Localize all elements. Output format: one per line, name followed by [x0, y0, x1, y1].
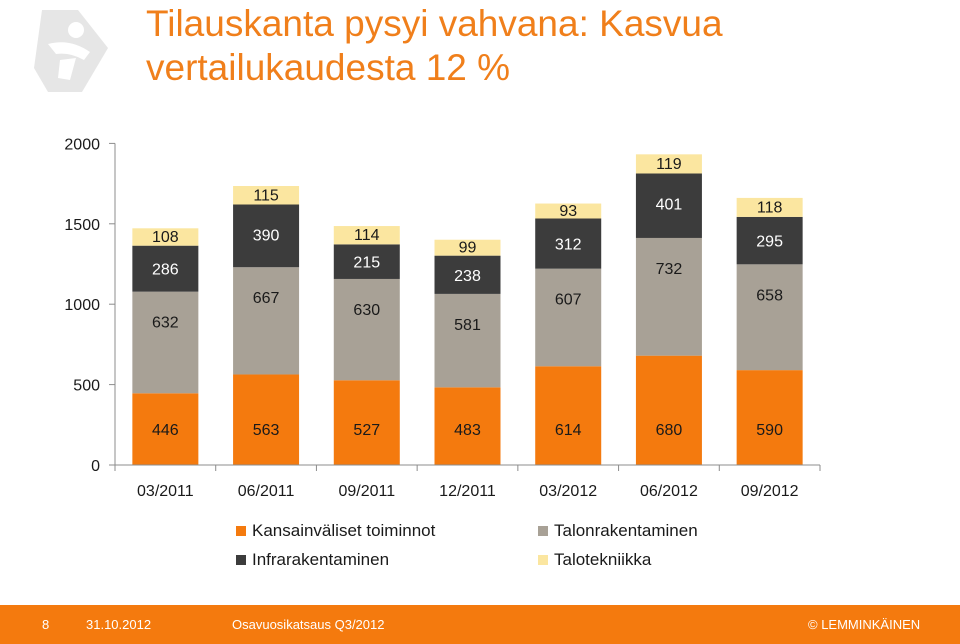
data-label: 119 [656, 156, 682, 173]
y-tick-label: 0 [91, 458, 100, 475]
data-label: 215 [353, 255, 380, 272]
bars [132, 154, 803, 465]
data-label: 238 [454, 268, 481, 285]
stacked-bar-chart: 0 500 1000 1500 2000 446 632 286 108 563 667 390 11… [64, 136, 821, 500]
legend-swatch [538, 526, 548, 536]
legend-item: Infrarakentaminen [236, 550, 389, 570]
data-label: 286 [152, 262, 179, 279]
bar-segment [535, 218, 602, 269]
footer-bar: 8 31.10.2012 Osavuosikatsaus Q3/2012 © L… [0, 605, 960, 644]
bar-segment [333, 244, 400, 279]
bar-segment [635, 173, 702, 238]
bar-segment [535, 203, 602, 219]
bar-segment [736, 216, 803, 265]
bar-segment [233, 204, 300, 268]
bar-segment [736, 264, 803, 371]
bar-segment [333, 278, 400, 381]
bar-segment [535, 366, 602, 465]
data-label: 527 [353, 422, 380, 439]
legend-label: Talonrakentaminen [554, 521, 698, 540]
bar-segment [736, 197, 803, 217]
y-tick-label: 2000 [64, 136, 100, 153]
y-tick-label: 1000 [64, 297, 100, 314]
bar-segment [434, 387, 501, 465]
bar-segment [132, 393, 199, 465]
bar-segment [333, 380, 400, 465]
data-label: 483 [454, 422, 481, 439]
legend-label: Talotekniikka [554, 550, 652, 569]
data-label: 312 [555, 237, 582, 254]
data-label: 115 [253, 187, 279, 204]
legend-swatch [538, 555, 548, 565]
data-label: 667 [253, 290, 280, 307]
x-tick-label: 03/2012 [539, 483, 597, 500]
y-tick-label: 1500 [64, 217, 100, 234]
legend-item: Talonrakentaminen [538, 521, 698, 541]
bar-segment [132, 245, 199, 292]
legend-swatch [236, 526, 246, 536]
x-tick-label: 12/2011 [439, 483, 496, 500]
x-axis: 03/2011 06/2011 09/2011 12/2011 03/2012 06/20… [114, 464, 821, 500]
data-label: 658 [756, 287, 783, 304]
bar-segment [434, 293, 501, 388]
bar-segment [132, 291, 199, 394]
bar-segment [434, 255, 501, 294]
data-label: 607 [555, 292, 582, 309]
bar-segment [736, 370, 803, 465]
legend-label: Kansainväliset toiminnot [252, 521, 436, 540]
bar-segment [535, 268, 602, 367]
x-tick-label: 06/2012 [640, 483, 698, 500]
data-label: 590 [756, 422, 783, 439]
data-label: 732 [656, 261, 683, 278]
footer-date: 31.10.2012 [86, 617, 152, 632]
data-label: 295 [756, 234, 783, 251]
data-label: 114 [354, 227, 380, 244]
bar-segment [333, 226, 400, 245]
page-number: 8 [42, 617, 50, 632]
data-label: 93 [559, 203, 577, 220]
bar-segment [635, 154, 702, 174]
x-tick-label: 06/2011 [238, 483, 295, 500]
legend-swatch [236, 555, 246, 565]
company-logo-icon [34, 10, 108, 92]
bar-segment [635, 237, 702, 356]
y-axis: 0 500 1000 1500 2000 [64, 136, 116, 475]
bar-segment [233, 374, 300, 465]
data-label: 118 [757, 199, 783, 216]
bar-segment [132, 228, 199, 246]
data-label: 401 [656, 196, 683, 213]
data-label: 581 [454, 317, 481, 334]
legend-item: Kansainväliset toiminnot [236, 521, 435, 541]
bar-segment [635, 355, 702, 465]
footer-brand: © LEMMINKÄINEN [808, 617, 921, 632]
legend-label: Infrarakentaminen [252, 550, 390, 569]
data-labels: 446 632 286 108 563 667 390 115 527 630 215 114 483 5… [152, 156, 783, 439]
data-label: 563 [253, 422, 280, 439]
data-label: 632 [152, 315, 179, 332]
bar-segment [233, 186, 300, 205]
x-tick-label: 09/2012 [741, 483, 799, 500]
data-label: 108 [152, 229, 179, 246]
legend-item: Talotekniikka [538, 550, 651, 570]
footer-text: Osavuosikatsaus Q3/2012 [232, 617, 385, 632]
y-tick-label: 500 [73, 378, 100, 395]
bar-segment [233, 267, 300, 375]
bar-segment [434, 239, 501, 256]
x-tick-label: 03/2011 [137, 483, 194, 500]
data-label: 99 [459, 240, 477, 257]
data-label: 630 [353, 302, 380, 319]
data-label: 446 [152, 422, 179, 439]
data-label: 614 [555, 422, 582, 439]
page-title: Tilauskanta pysyi vahvana: Kasvua vertai… [146, 3, 723, 88]
x-tick-label: 09/2011 [338, 483, 395, 500]
data-label: 680 [656, 422, 683, 439]
data-label: 390 [253, 228, 280, 245]
